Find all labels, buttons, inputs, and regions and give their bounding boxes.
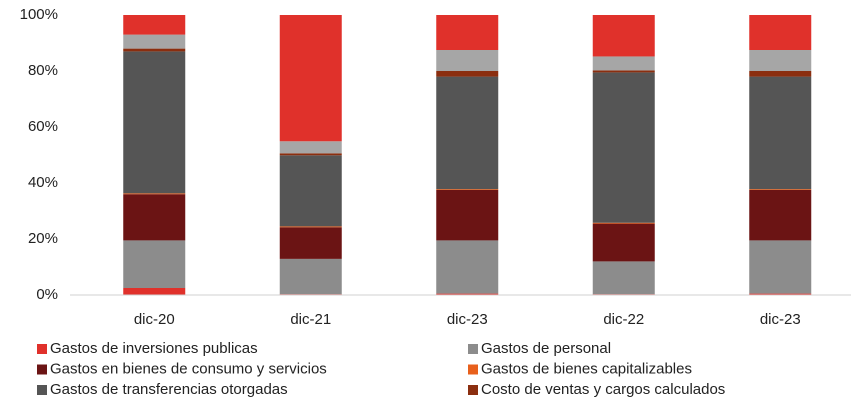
bar-segment [592, 15, 655, 57]
legend-label: Costo de ventas y cargos calculados [481, 381, 725, 398]
bar-segment [436, 71, 499, 77]
bar-segment [279, 226, 342, 228]
legend-swatch [37, 385, 47, 395]
bar-segment [123, 48, 186, 52]
bar-segment [123, 193, 186, 195]
bar-segment [592, 222, 655, 224]
legend-label: Gastos de personal [481, 340, 611, 357]
bar-segment [749, 15, 812, 50]
bar-segment [123, 288, 186, 295]
bar-segment [592, 70, 655, 73]
legend-swatch [468, 385, 478, 395]
x-tick-label: dic-20 [134, 311, 175, 328]
bar-segment [123, 240, 186, 288]
bar-segment [279, 15, 342, 142]
bar-segment [436, 76, 499, 190]
bar-segment [749, 293, 812, 295]
bar-segment [592, 72, 655, 223]
bar-segment [123, 194, 186, 241]
y-tick-label: 100% [20, 6, 58, 23]
y-tick-label: 20% [28, 230, 58, 247]
x-tick-label: dic-21 [290, 311, 331, 328]
y-tick-label: 0% [36, 286, 58, 303]
bar-segment [592, 223, 655, 262]
bar-segment [436, 190, 499, 241]
x-tick-label: dic-23 [447, 311, 488, 328]
legend-swatch [468, 364, 478, 375]
legend-label: Gastos de bienes capitalizables [481, 360, 692, 377]
bar-segment [592, 261, 655, 295]
bar-segment [279, 155, 342, 227]
bar-segment [279, 227, 342, 259]
bar-segment [279, 141, 342, 154]
bar-segment [592, 56, 655, 71]
bar-segment [749, 76, 812, 190]
bar-segment [749, 50, 812, 71]
y-tick-label: 60% [28, 118, 58, 135]
legend-label: Gastos en bienes de consumo y servicios [50, 360, 327, 377]
legend-label: Gastos de transferencias otorgadas [50, 381, 288, 398]
bar-segment [279, 258, 342, 295]
legend-swatch [468, 344, 478, 354]
y-tick-label: 40% [28, 174, 58, 191]
bar-segment [436, 189, 499, 190]
bar-segment [123, 51, 186, 194]
bar-segment [279, 153, 342, 156]
x-tick-label: dic-23 [760, 311, 801, 328]
x-tick-label: dic-22 [603, 311, 644, 328]
bar-segment [749, 189, 812, 190]
bar-segment [436, 15, 499, 50]
bar-segment [436, 50, 499, 71]
bar-segment [123, 15, 186, 35]
bar-segment [749, 240, 812, 294]
y-tick-label: 80% [28, 62, 58, 79]
legend-label: Gastos de inversiones publicas [50, 340, 258, 357]
legend-swatch [37, 344, 47, 354]
bar-segment [749, 190, 812, 241]
bar-segment [123, 34, 186, 49]
bar-segment [436, 240, 499, 294]
bar-segment [749, 71, 812, 77]
bar-segment [436, 293, 499, 295]
legend-swatch [37, 364, 47, 375]
